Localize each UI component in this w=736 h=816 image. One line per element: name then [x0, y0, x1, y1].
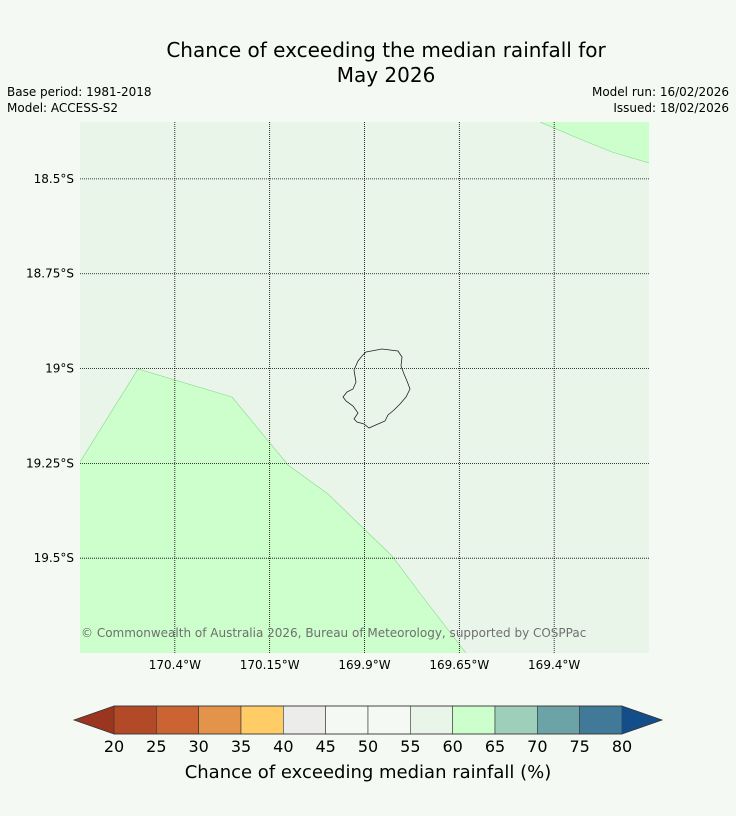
- latitude-label: 19°S: [45, 362, 74, 376]
- colorbar-tick-label: 75: [569, 737, 589, 756]
- colorbar: 20 25 30 35 40 45 50 55 60 65 70 75 80 Chance of exc…: [72, 705, 664, 783]
- high-chance-region-southwest: [80, 369, 466, 653]
- colorbar-tick-label: 40: [273, 737, 293, 756]
- chart-title: Chance of exceeding the median rainfall …: [0, 38, 736, 88]
- colorbar-tick-label: 20: [104, 737, 124, 756]
- latitude-label: 19.5°S: [34, 551, 74, 565]
- colorbar-segment: [325, 705, 369, 735]
- latitude-label: 18.5°S: [34, 172, 74, 186]
- colorbar-tick-label: 35: [231, 737, 251, 756]
- latitude-label: 18.75°S: [26, 267, 74, 281]
- longitude-label: 170.15°W: [240, 658, 300, 672]
- colorbar-outline: [72, 705, 664, 735]
- colorbar-title: Chance of exceeding median rainfall (%): [185, 762, 552, 783]
- left-metadata: Base period: 1981-2018 Model: ACCESS-S2: [7, 84, 152, 116]
- colorbar-segment: [156, 705, 199, 735]
- model-label: Model: ACCESS-S2: [7, 101, 119, 115]
- longitude-labels: 170.4°W 170.15°W 169.9°W 169.65°W 169.4°W: [149, 658, 581, 672]
- colorbar-tick-label: 45: [315, 737, 335, 756]
- colorbar-segment: [579, 705, 623, 735]
- colorbar-tick-label: 50: [358, 737, 378, 756]
- colorbar-segment: [367, 705, 411, 735]
- issued-label: Issued: 18/02/2026: [613, 101, 729, 115]
- longitude-label: 170.4°W: [149, 658, 201, 672]
- colorbar-under-arrow: [74, 706, 114, 734]
- colorbar-segments: [113, 705, 623, 735]
- map-panel: © Commonwealth of Australia 2026, Bureau…: [80, 122, 649, 653]
- colorbar-tick-label: 80: [612, 737, 632, 756]
- title-line-1: Chance of exceeding the median rainfall …: [166, 38, 606, 62]
- colorbar-segment: [198, 705, 242, 735]
- colorbar-segment: [452, 705, 496, 735]
- high-chance-region-northeast: [540, 122, 649, 163]
- colorbar-segment: [494, 705, 538, 735]
- niue-island-outline: [342, 348, 411, 429]
- base-period-label: Base period: 1981-2018: [7, 85, 152, 99]
- colorbar-tick-labels: 20 25 30 35 40 45 50 55 60 65 70 75 80: [104, 737, 632, 756]
- colorbar-segment: [240, 705, 284, 735]
- latitude-labels: 18.5°S 18.75°S 19°S 19.25°S 19.5°S: [26, 172, 74, 565]
- gridlines: [80, 122, 649, 653]
- title-line-2: May 2026: [336, 63, 436, 87]
- copyright-notice: © Commonwealth of Australia 2026, Bureau…: [81, 626, 586, 640]
- longitude-label: 169.65°W: [429, 658, 489, 672]
- colorbar-tick-label: 30: [188, 737, 208, 756]
- colorbar-tick-label: 65: [485, 737, 505, 756]
- longitude-label: 169.9°W: [338, 658, 390, 672]
- colorbar-segment: [410, 705, 453, 735]
- colorbar-over-arrow: [622, 706, 662, 734]
- colorbar-tick-label: 55: [400, 737, 420, 756]
- longitude-label: 169.4°W: [528, 658, 580, 672]
- colorbar-segment: [283, 705, 326, 735]
- region-sw-boundary: [80, 368, 467, 653]
- region-ne-boundary: [539, 122, 649, 164]
- right-metadata: Model run: 16/02/2026 Issued: 18/02/2026: [592, 84, 729, 116]
- colorbar-tick-label: 25: [146, 737, 166, 756]
- colorbar-tick-label: 60: [442, 737, 462, 756]
- colorbar-segment: [537, 705, 580, 735]
- colorbar-tick-label: 70: [527, 737, 547, 756]
- model-run-label: Model run: 16/02/2026: [591, 85, 729, 99]
- colorbar-segment: [113, 705, 157, 735]
- latitude-label: 19.25°S: [26, 456, 74, 470]
